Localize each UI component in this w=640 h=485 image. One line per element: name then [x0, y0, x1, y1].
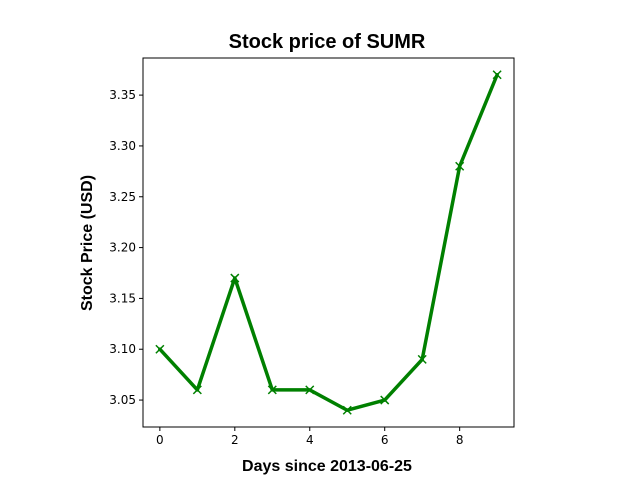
x-tick-label: 0: [156, 433, 164, 447]
data-point-marker: [192, 385, 202, 395]
data-point-marker: [230, 273, 240, 283]
x-tick-label: 4: [306, 433, 314, 447]
plot-frame: [142, 57, 515, 428]
data-point-marker: [417, 354, 427, 364]
data-point-marker: [155, 344, 165, 354]
x-tick-label: 6: [381, 433, 389, 447]
series-layer: [155, 70, 502, 415]
data-point-marker: [492, 70, 502, 80]
data-point-marker: [455, 161, 465, 171]
y-tick-label: 3.35: [109, 88, 136, 102]
data-point-marker: [342, 405, 352, 415]
y-tick-label: 3.15: [109, 291, 136, 305]
ticks-layer: 0 2 4 6 8 3.05 3.10 3.15 3.20 3.25 3.30 3.35: [109, 88, 463, 447]
chart-title: Stock price of SUMR: [229, 31, 426, 53]
x-axis-label: Days since 2013-06-25: [242, 458, 412, 475]
data-point-marker: [267, 385, 277, 395]
y-tick-label: 3.25: [109, 190, 136, 204]
y-tick-label: 3.20: [109, 241, 136, 255]
x-tick-label: 2: [231, 433, 239, 447]
data-point-marker: [380, 395, 390, 405]
y-axis-label: Stock Price (USD): [79, 175, 96, 311]
y-tick-label: 3.05: [109, 393, 136, 407]
data-point-marker: [305, 385, 315, 395]
y-tick-label: 3.10: [109, 342, 136, 356]
series-line: [158, 73, 499, 412]
y-tick-label: 3.30: [109, 139, 136, 153]
x-tick-label: 8: [456, 433, 464, 447]
